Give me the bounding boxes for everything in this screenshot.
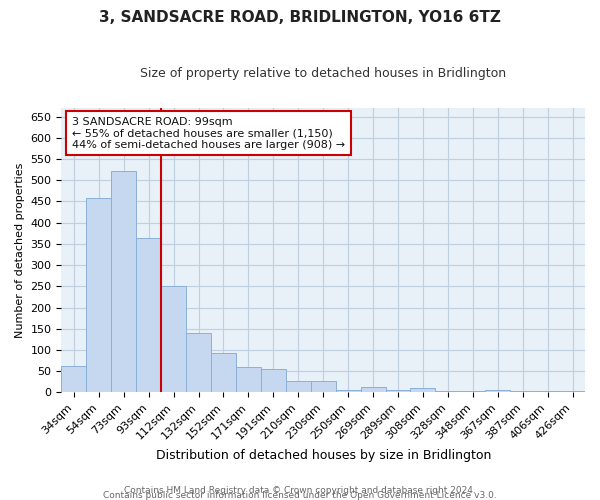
Bar <box>335 390 361 392</box>
Bar <box>111 171 136 392</box>
Bar <box>261 368 286 392</box>
Bar <box>236 366 261 392</box>
Bar <box>186 333 211 392</box>
Bar <box>286 382 311 392</box>
Bar <box>560 391 585 392</box>
X-axis label: Distribution of detached houses by size in Bridlington: Distribution of detached houses by size … <box>155 450 491 462</box>
Bar <box>161 286 186 393</box>
Text: Contains HM Land Registry data © Crown copyright and database right 2024.: Contains HM Land Registry data © Crown c… <box>124 486 476 495</box>
Bar <box>535 391 560 392</box>
Text: 3, SANDSACRE ROAD, BRIDLINGTON, YO16 6TZ: 3, SANDSACRE ROAD, BRIDLINGTON, YO16 6TZ <box>99 10 501 25</box>
Text: 3 SANDSACRE ROAD: 99sqm
← 55% of detached houses are smaller (1,150)
44% of semi: 3 SANDSACRE ROAD: 99sqm ← 55% of detache… <box>72 116 345 150</box>
Bar <box>386 390 410 392</box>
Bar <box>86 198 111 392</box>
Bar <box>61 366 86 392</box>
Bar <box>136 238 161 392</box>
Bar <box>311 381 335 392</box>
Bar <box>410 388 436 392</box>
Text: Contains public sector information licensed under the Open Government Licence v3: Contains public sector information licen… <box>103 491 497 500</box>
Bar <box>510 391 535 392</box>
Y-axis label: Number of detached properties: Number of detached properties <box>15 162 25 338</box>
Bar <box>361 388 386 392</box>
Bar <box>485 390 510 392</box>
Bar <box>211 353 236 393</box>
Bar <box>436 391 460 392</box>
Title: Size of property relative to detached houses in Bridlington: Size of property relative to detached ho… <box>140 68 506 80</box>
Bar <box>460 391 485 392</box>
